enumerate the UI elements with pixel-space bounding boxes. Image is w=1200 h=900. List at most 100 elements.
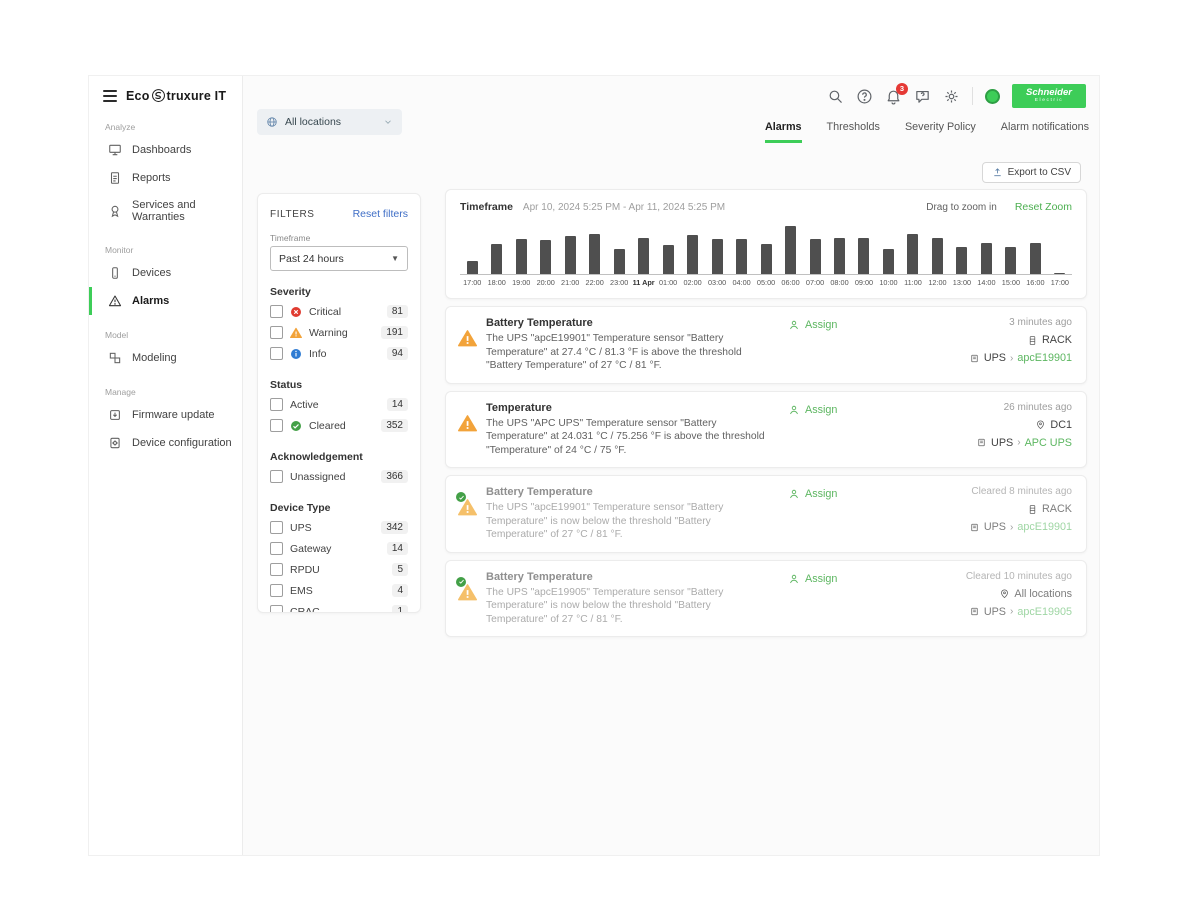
histogram-bar[interactable] xyxy=(466,261,478,274)
histogram-bar[interactable] xyxy=(785,226,797,274)
sidebar-item-services-warranties[interactable]: Services and Warranties xyxy=(89,192,242,230)
rpdu-checkbox[interactable] xyxy=(270,563,283,576)
header-actions: 3 Schneider Electric xyxy=(827,82,1086,108)
alarm-row[interactable]: Battery Temperature The UPS "apcE19905" … xyxy=(445,559,1087,637)
alarm-location[interactable]: RACK xyxy=(1027,503,1072,515)
histogram-bar[interactable] xyxy=(589,234,601,274)
alarm-location[interactable]: RACK xyxy=(1027,334,1072,346)
alarm-device-link[interactable]: APC UPS xyxy=(1024,436,1072,449)
tab-alarm-notifications[interactable]: Alarm notifications xyxy=(1000,121,1089,133)
main-area: 3 Schneider Electric All locations Alarm… xyxy=(243,76,1099,855)
notifications-button[interactable]: 3 xyxy=(885,82,908,105)
filter-option-ups: UPS 342 xyxy=(270,517,408,538)
info-checkbox[interactable] xyxy=(270,347,283,360)
assign-button[interactable]: Assign xyxy=(788,571,837,585)
tab-alarms[interactable]: Alarms xyxy=(764,121,802,143)
assign-button[interactable]: Assign xyxy=(788,317,837,331)
histogram-bar[interactable] xyxy=(1029,243,1041,274)
histogram-bar[interactable] xyxy=(907,234,919,274)
cleared-checkbox[interactable] xyxy=(270,419,283,432)
logo-rest: truxure IT xyxy=(166,88,227,103)
gateway-checkbox[interactable] xyxy=(270,542,283,555)
sidebar-item-alarms[interactable]: Alarms xyxy=(89,287,242,315)
alarm-row[interactable]: Battery Temperature The UPS "apcE19901" … xyxy=(445,475,1087,553)
timeframe-range: Apr 10, 2024 5:25 PM - Apr 11, 2024 5:25… xyxy=(522,202,726,213)
histogram-bar[interactable] xyxy=(1005,247,1017,274)
timeframe-select-value: Past 24 hours xyxy=(279,252,344,265)
assign-button[interactable]: Assign xyxy=(788,486,837,500)
histogram-bar[interactable] xyxy=(956,247,968,274)
histogram-bar[interactable] xyxy=(662,245,674,274)
histogram-bar[interactable] xyxy=(638,238,650,274)
histogram-bar[interactable] xyxy=(858,238,870,274)
ems-checkbox[interactable] xyxy=(270,584,283,597)
histogram-bar[interactable] xyxy=(491,244,503,274)
histogram-bar[interactable] xyxy=(736,239,748,274)
reset-zoom-link[interactable]: Reset Zoom xyxy=(1014,201,1072,213)
alarm-histogram[interactable] xyxy=(460,223,1072,275)
settings-button[interactable] xyxy=(943,88,960,105)
tab-severity-policy[interactable]: Severity Policy xyxy=(904,121,976,133)
alarm-time: 26 minutes ago xyxy=(1003,401,1072,413)
location-selector[interactable]: All locations xyxy=(257,109,402,135)
histogram-bar[interactable] xyxy=(980,243,992,274)
alarm-location-label: RACK xyxy=(1042,334,1072,346)
alarm-location[interactable]: DC1 xyxy=(1035,419,1072,431)
sidebar-item-device-configuration[interactable]: Device configuration xyxy=(89,429,242,457)
histogram-tick-label: 13:00 xyxy=(952,278,972,287)
search-button[interactable] xyxy=(827,88,844,105)
histogram-bar[interactable] xyxy=(564,236,576,274)
histogram-tick-label: 21:00 xyxy=(561,278,580,287)
histogram-bar[interactable] xyxy=(809,239,821,274)
ups-device-icon xyxy=(971,523,978,531)
histogram-bar[interactable] xyxy=(687,235,699,274)
alarm-row[interactable]: Battery Temperature The UPS "apcE19901" … xyxy=(445,306,1087,384)
histogram-bar[interactable] xyxy=(760,244,772,274)
histogram-bar[interactable] xyxy=(613,249,625,274)
histogram-bar[interactable] xyxy=(1054,273,1066,274)
app-window: Eco truxure IT Analyze Dashboards Reports… xyxy=(88,75,1100,856)
histogram-tick-label: 16:00 xyxy=(1026,278,1045,287)
warning-checkbox[interactable] xyxy=(270,326,283,339)
crac-checkbox[interactable] xyxy=(270,605,283,612)
filter-count: 81 xyxy=(386,305,408,318)
alarm-device-link[interactable]: apcE19901 xyxy=(1017,352,1072,364)
sidebar-item-reports[interactable]: Reports xyxy=(89,164,242,192)
histogram-bar[interactable] xyxy=(711,239,723,274)
filter-option-label: Info xyxy=(309,347,327,360)
reset-filters-link[interactable]: Reset filters xyxy=(352,208,408,220)
filter-option-unassigned: Unassigned 366 xyxy=(270,466,408,487)
active-checkbox[interactable] xyxy=(270,398,283,411)
help-button[interactable] xyxy=(856,88,873,105)
histogram-bar[interactable] xyxy=(515,239,527,274)
tab-bar: Alarms Thresholds Severity Policy Alarm … xyxy=(764,121,1089,143)
schneider-electric-logo[interactable]: Schneider Electric xyxy=(1012,84,1086,108)
alarm-device-link[interactable]: apcE19905 xyxy=(1017,605,1072,618)
assign-button[interactable]: Assign xyxy=(788,402,837,416)
assign-label: Assign xyxy=(805,572,838,585)
export-icon xyxy=(993,168,1001,177)
histogram-bar[interactable] xyxy=(834,238,845,274)
export-csv-button[interactable]: Export to CSV xyxy=(981,162,1081,183)
histogram-bar[interactable] xyxy=(540,240,552,274)
filter-option-label: Gateway xyxy=(290,542,332,555)
sidebar-item-devices[interactable]: Devices xyxy=(89,259,242,287)
ups-device-icon xyxy=(971,607,978,616)
unassigned-checkbox[interactable] xyxy=(270,470,283,483)
alarm-location[interactable]: All locations xyxy=(999,588,1072,600)
histogram-bar[interactable] xyxy=(882,249,894,274)
feedback-button[interactable] xyxy=(914,88,931,105)
critical-checkbox[interactable] xyxy=(270,305,283,318)
timeframe-select[interactable]: Past 24 hours ▼ xyxy=(270,246,408,271)
sidebar-section-analyze: Analyze xyxy=(105,122,136,132)
sidebar-item-dashboards[interactable]: Dashboards xyxy=(89,136,242,164)
menu-icon[interactable] xyxy=(103,89,117,102)
histogram-bar[interactable] xyxy=(931,238,943,274)
sidebar-item-modeling[interactable]: Modeling xyxy=(89,344,242,372)
alarm-row[interactable]: Temperature The UPS "APC UPS" Temperatur… xyxy=(445,390,1087,468)
avatar[interactable] xyxy=(985,88,1000,104)
ups-checkbox[interactable] xyxy=(270,521,283,534)
tab-thresholds[interactable]: Thresholds xyxy=(826,121,880,133)
sidebar-item-firmware-update[interactable]: Firmware update xyxy=(89,401,242,429)
alarm-device-link[interactable]: apcE19901 xyxy=(1017,521,1072,533)
